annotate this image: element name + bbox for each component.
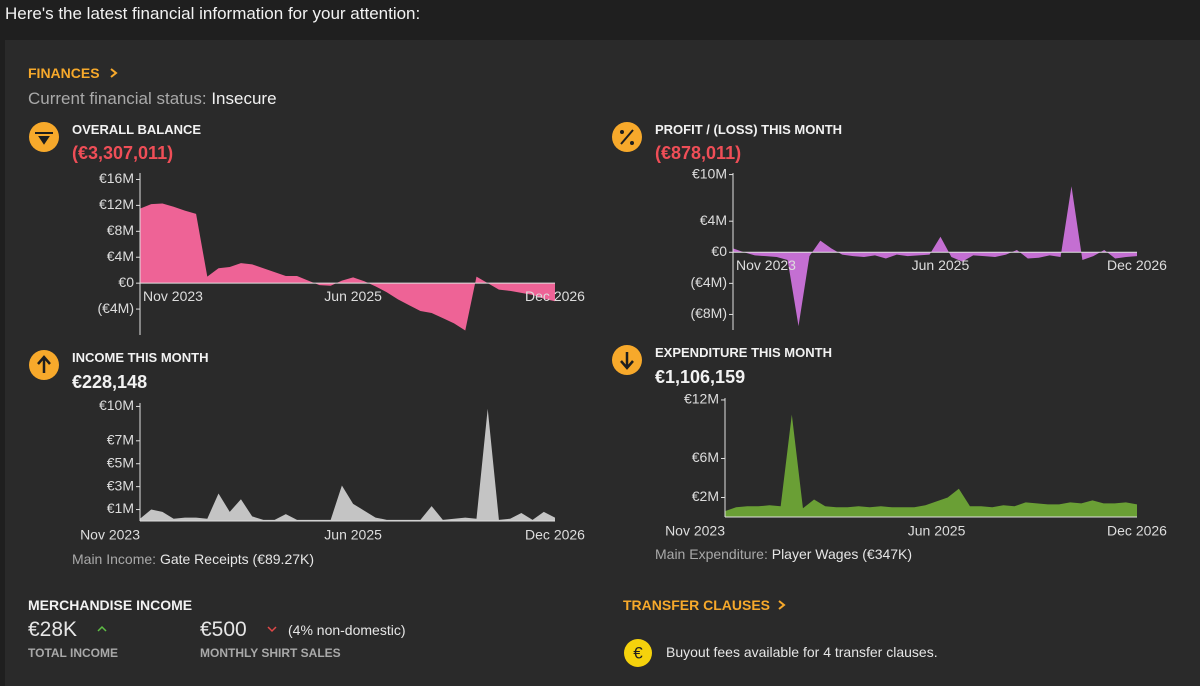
- y-tick-label: €12M: [99, 196, 134, 212]
- transfer-text: Buyout fees available for 4 transfer cla…: [666, 644, 938, 660]
- svg-text:€: €: [633, 643, 643, 662]
- chart-subtitle: (€878,011): [655, 143, 742, 163]
- chart-subtitle: €1,106,159: [655, 367, 746, 387]
- x-tick-label: Dec 2026: [525, 527, 585, 543]
- status-label: Current financial status:: [28, 89, 207, 108]
- area: [140, 408, 555, 521]
- chart-title: OVERALL BALANCE: [72, 122, 202, 137]
- y-tick-label: (€8M): [690, 305, 727, 321]
- chart-title: EXPENDITURE THIS MONTH: [655, 345, 832, 360]
- status-value: Insecure: [211, 89, 277, 108]
- y-tick-label: €8M: [107, 222, 134, 238]
- note-label: Main Income:: [72, 551, 157, 567]
- x-tick-label: Jun 2025: [324, 527, 382, 543]
- y-tick-label: €3M: [107, 477, 134, 493]
- chart-subtitle: €228,148: [72, 372, 148, 392]
- merch-title: MERCHANDISE INCOME: [28, 597, 193, 613]
- y-tick-label: €4M: [700, 212, 727, 228]
- y-tick-label: €16M: [99, 170, 134, 186]
- merch-total: €28K: [28, 618, 78, 641]
- y-tick-label: €10M: [99, 397, 134, 413]
- area: [733, 186, 1137, 327]
- y-tick-label: (€4M): [690, 274, 727, 290]
- panel: [5, 40, 1200, 686]
- y-tick-label: €4M: [107, 248, 134, 264]
- x-tick-label: Nov 2023: [736, 257, 796, 273]
- y-tick-label: €2M: [692, 488, 719, 504]
- area: [140, 203, 555, 331]
- x-tick-label: Dec 2026: [1107, 523, 1167, 539]
- x-tick-label: Nov 2023: [143, 288, 203, 304]
- y-tick-label: €10M: [692, 165, 727, 181]
- merch-shirt-note: (4% non-domestic): [288, 622, 406, 638]
- y-tick-label: €5M: [107, 454, 134, 470]
- merch-shirt: €500: [200, 618, 247, 641]
- chart-title: INCOME THIS MONTH: [72, 350, 209, 365]
- header-text: Here's the latest financial information …: [5, 4, 421, 23]
- y-tick-label: €6M: [692, 449, 719, 465]
- icons: €: [29, 122, 652, 667]
- merch-total-label: TOTAL INCOME: [28, 646, 118, 660]
- x-tick-label: Jun 2025: [908, 523, 966, 539]
- note-value: Player Wages (€347K): [771, 546, 913, 562]
- y-tick-label: €1M: [107, 500, 134, 516]
- x-tick-label: Jun 2025: [324, 288, 382, 304]
- chevron: [778, 600, 786, 610]
- y-tick-label: (€4M): [97, 300, 134, 316]
- x-tick-label: Dec 2026: [525, 288, 585, 304]
- note-value: Gate Receipts (€89.27K): [159, 551, 315, 567]
- chart-subtitle: (€3,307,011): [72, 143, 174, 163]
- merch-shirt-label: MONTHLY SHIRT SALES: [200, 646, 341, 660]
- x-tick-label: Nov 2023: [665, 523, 725, 539]
- y-tick-label: €0: [118, 274, 134, 290]
- chart-title: PROFIT / (LOSS) THIS MONTH: [655, 122, 843, 137]
- chevron: [110, 68, 118, 78]
- x-tick-label: Jun 2025: [912, 257, 970, 273]
- transfer-link[interactable]: TRANSFER CLAUSES: [623, 597, 771, 613]
- y-tick-label: €7M: [107, 432, 134, 448]
- area: [725, 414, 1137, 517]
- finances-link[interactable]: FINANCES: [28, 65, 100, 81]
- x-tick-label: Nov 2023: [80, 527, 140, 543]
- y-tick-label: €12M: [684, 391, 719, 407]
- x-tick-label: Dec 2026: [1107, 257, 1167, 273]
- y-tick-label: €0: [711, 243, 727, 259]
- note-label: Main Expenditure:: [655, 546, 768, 562]
